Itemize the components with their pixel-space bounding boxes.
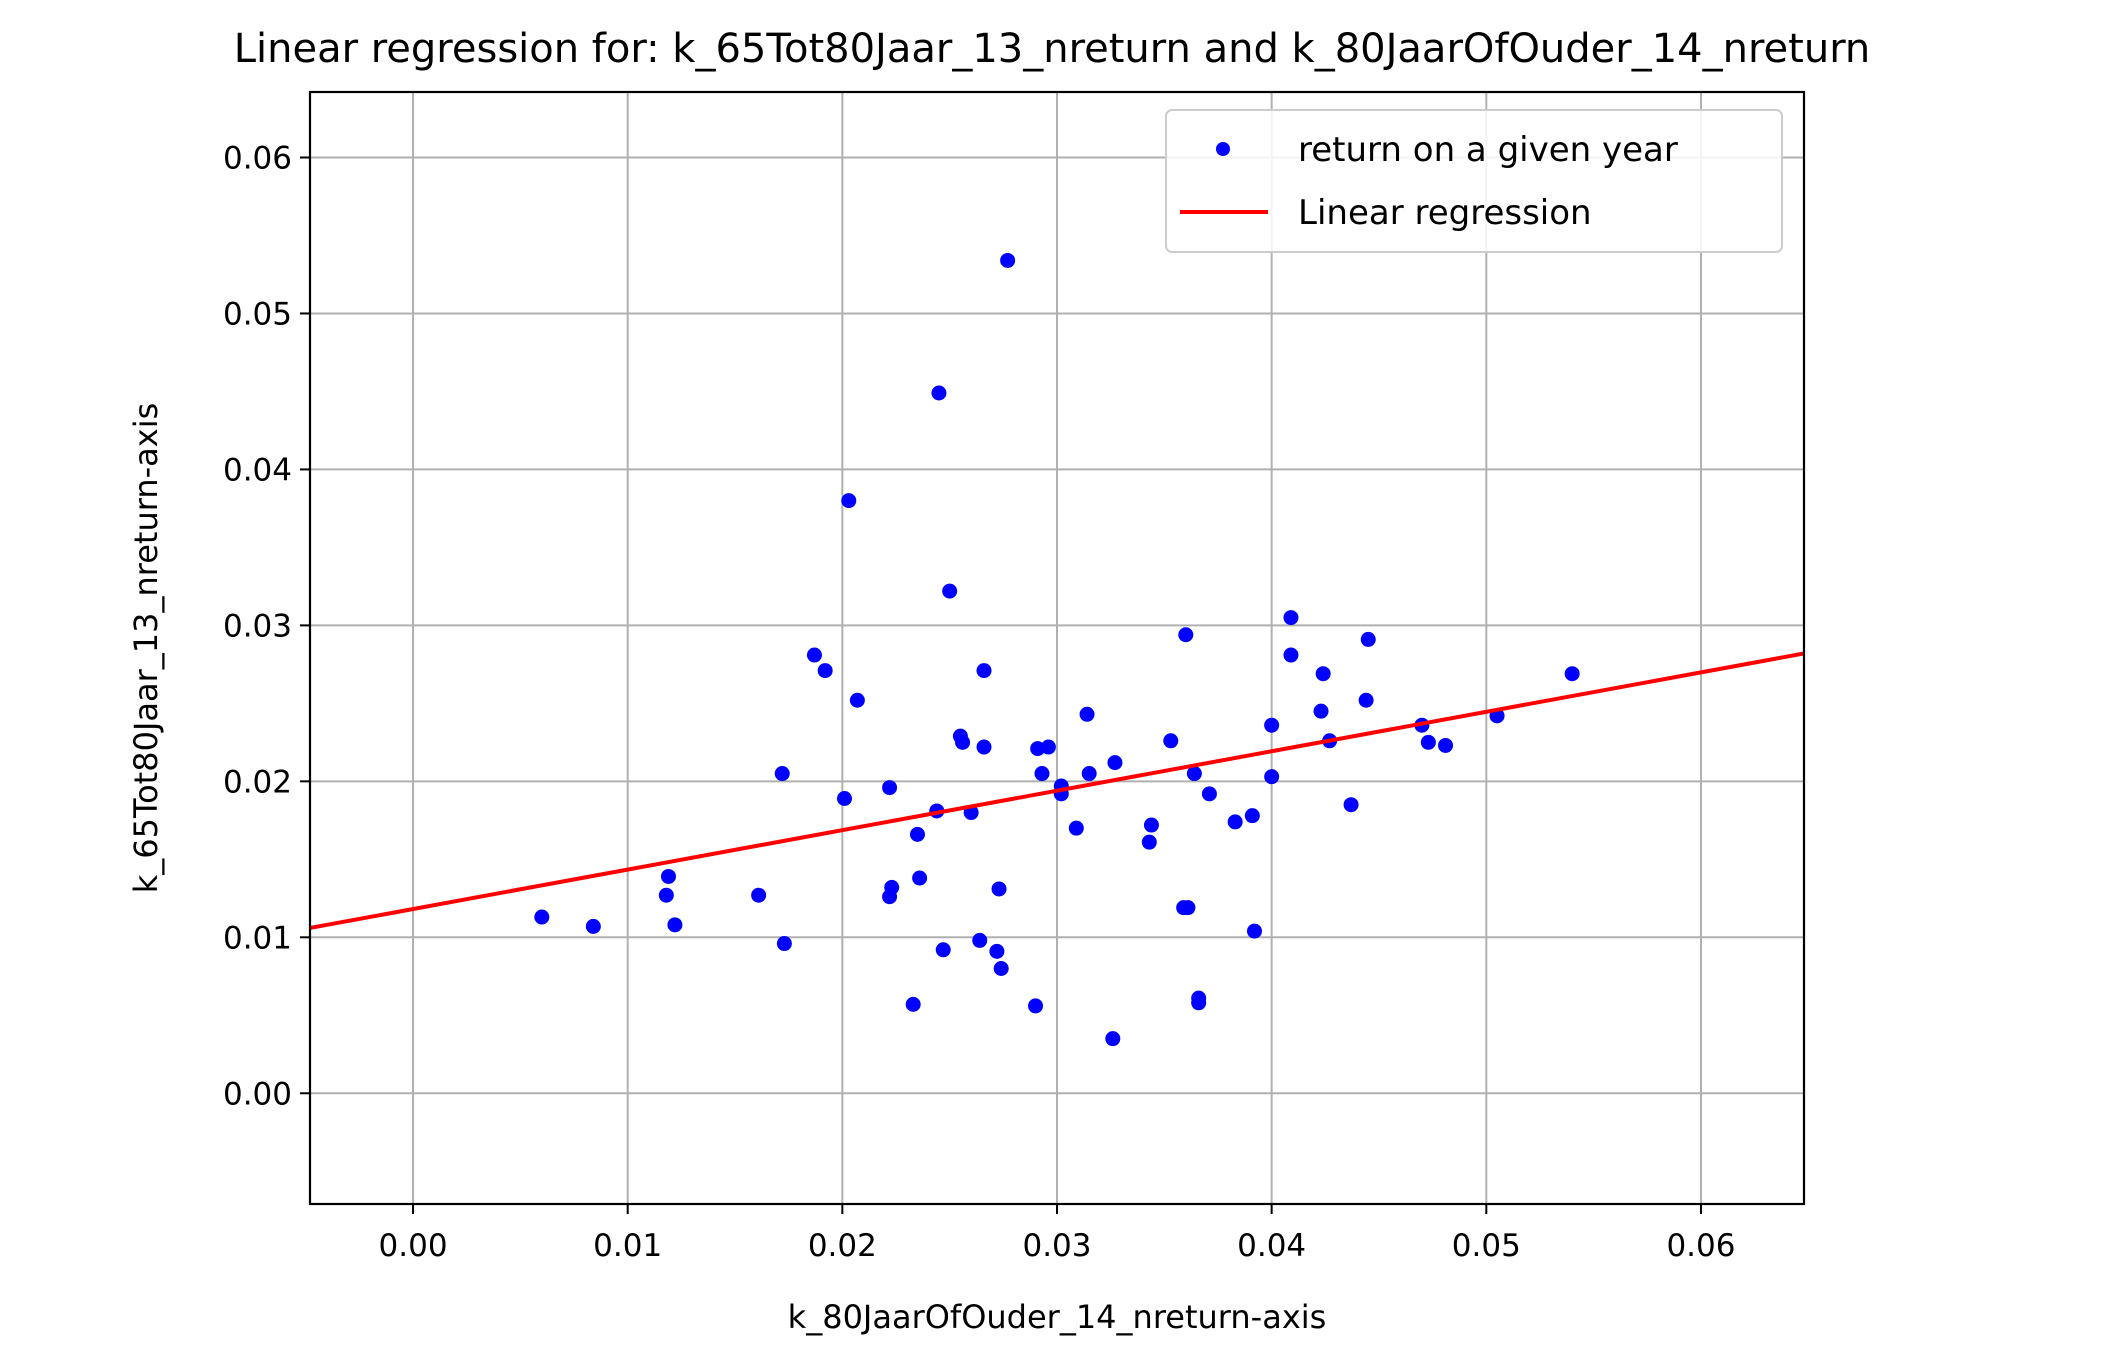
scatter-point: [1163, 733, 1179, 749]
scatter-point: [1068, 820, 1084, 836]
scatter-point: [976, 663, 992, 679]
legend: return on a given year Linear regression: [1165, 109, 1783, 253]
scatter-point: [1264, 717, 1280, 733]
scatter-point: [993, 960, 1009, 976]
scatter-point: [1081, 766, 1097, 782]
scatter-point: [884, 879, 900, 895]
plot-marks: [309, 252, 1805, 1047]
scatter-point: [1360, 631, 1376, 647]
legend-scatter-marker: [1216, 142, 1230, 156]
y-tick-label: 0.06: [223, 141, 292, 177]
scatter-point: [931, 385, 947, 401]
scatter-point: [585, 918, 601, 934]
scatter-point: [658, 887, 674, 903]
chart-title: Linear regression for: k_65Tot80Jaar_13_…: [234, 26, 1871, 72]
scatter-point: [1313, 703, 1329, 719]
scatter-point: [1028, 998, 1044, 1014]
y-axis-label: k_65Tot80Jaar_13_nreturn-axis: [127, 403, 165, 894]
scatter-point: [1180, 900, 1196, 916]
scatter-point: [1201, 786, 1217, 802]
scatter-point: [991, 881, 1007, 897]
scatter-point: [909, 826, 925, 842]
y-tick-label: 0.01: [223, 920, 292, 956]
scatter-point: [806, 647, 822, 663]
scatter-point: [1079, 706, 1095, 722]
legend-label-line: Linear regression: [1298, 193, 1592, 233]
scatter-point: [1438, 737, 1454, 753]
x-tick-label: 0.01: [593, 1228, 662, 1264]
y-tick-label: 0.05: [223, 296, 292, 332]
scatter-point: [976, 739, 992, 755]
x-tick-label: 0.00: [379, 1228, 448, 1264]
scatter-point: [912, 870, 928, 886]
scatter-point: [667, 917, 683, 933]
x-tick-label: 0.02: [808, 1228, 877, 1264]
y-tick-label: 0.04: [223, 452, 292, 488]
scatter-point: [955, 734, 971, 750]
scatter-point: [1107, 755, 1123, 771]
regression-line: [309, 651, 1805, 930]
scatter-point: [841, 493, 857, 509]
scatter-point: [942, 583, 958, 599]
scatter-point: [1034, 766, 1050, 782]
scatter-point: [989, 943, 1005, 959]
scatter-point: [660, 868, 676, 884]
x-tick-label: 0.04: [1237, 1228, 1306, 1264]
scatter-point: [817, 663, 833, 679]
scatter-point: [935, 942, 951, 958]
y-tick-label: 0.02: [223, 764, 292, 800]
scatter-point: [1246, 923, 1262, 939]
scatter-point: [972, 932, 988, 948]
y-axis-ticks: 0.00 0.01 0.02 0.03 0.04 0.05 0.06: [223, 141, 310, 1112]
scatter-point: [1178, 627, 1194, 643]
scatter-point: [1244, 808, 1260, 824]
scatter-point: [1315, 666, 1331, 682]
y-tick-label: 0.03: [223, 608, 292, 644]
scatter-point: [776, 936, 792, 952]
x-tick-label: 0.05: [1452, 1228, 1521, 1264]
scatter-point: [1343, 797, 1359, 813]
scatter-point: [1283, 610, 1299, 626]
scatter-point: [751, 887, 767, 903]
scatter-point: [1105, 1031, 1121, 1047]
scatter-point: [1143, 817, 1159, 833]
scatter-point: [1283, 647, 1299, 663]
scatter-point: [1000, 252, 1016, 268]
scatter-point: [1564, 666, 1580, 682]
x-axis-ticks: 0.00 0.01 0.02 0.03 0.04 0.05 0.06: [379, 1204, 1735, 1264]
x-axis-label: k_80JaarOfOuder_14_nreturn-axis: [788, 1298, 1327, 1336]
legend-label-scatter: return on a given year: [1298, 130, 1678, 170]
scatter-point: [849, 692, 865, 708]
scatter-point: [1227, 814, 1243, 830]
y-tick-label: 0.00: [223, 1076, 292, 1112]
scatter-point: [1264, 769, 1280, 785]
scatter-point: [1420, 734, 1436, 750]
scatter-point: [882, 780, 898, 796]
scatter-point: [1358, 692, 1374, 708]
legend-box: [1165, 109, 1783, 253]
scatter-point: [774, 766, 790, 782]
scatter-point: [1141, 834, 1157, 850]
x-tick-label: 0.06: [1666, 1228, 1735, 1264]
scatter-point: [836, 791, 852, 807]
x-tick-label: 0.03: [1022, 1228, 1091, 1264]
scatter-point: [905, 996, 921, 1012]
scatter-point: [534, 909, 550, 925]
scatter-point: [1191, 995, 1207, 1011]
scatter-point: [1186, 766, 1202, 782]
scatter-point: [1040, 739, 1056, 755]
